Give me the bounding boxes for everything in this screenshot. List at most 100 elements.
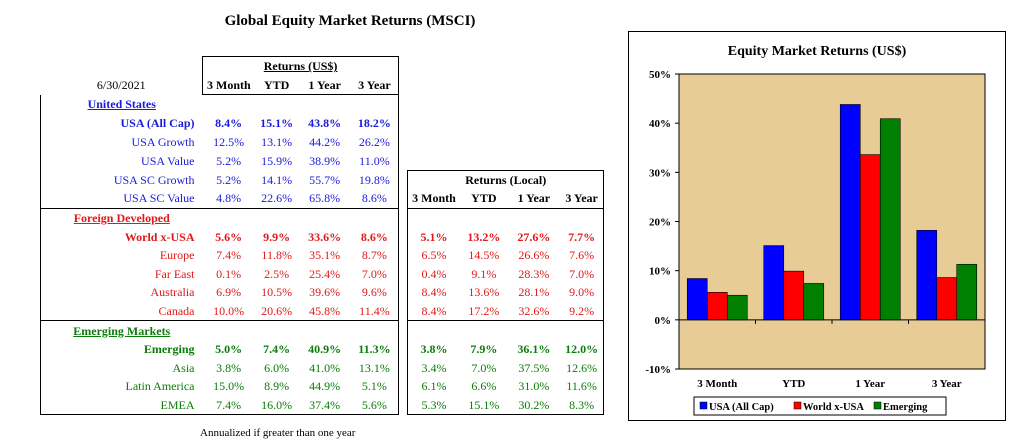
- blank-cell: [350, 94, 400, 114]
- chart-title: Equity Market Returns (US$): [728, 44, 907, 59]
- usd-value: 2.5%: [264, 266, 290, 281]
- blank-cell: [459, 320, 508, 340]
- local-value: 5.1%: [407, 227, 460, 246]
- local-value: 28.3%: [518, 266, 550, 281]
- usd-value: 14.1%: [261, 172, 293, 187]
- legend-label: USA (All Cap): [709, 402, 774, 413]
- legend-label: World x-USA: [803, 402, 864, 413]
- main-title: Global Equity Market Returns (MSCI): [224, 13, 476, 29]
- blank-cell: [507, 207, 560, 228]
- row-label: Australia: [40, 283, 203, 302]
- bar-usa-all-cap-: [763, 245, 785, 321]
- table-row: Europe 7.4% 11.8% 35.1% 8.7% 6.5% 14.5% 26.6% 7.…: [40, 245, 605, 265]
- usd-value: 35.1%: [309, 248, 341, 263]
- blank-cell: [460, 132, 508, 151]
- blank-cell: [460, 114, 508, 133]
- local-value: 8.4%: [407, 283, 460, 302]
- blank-cell: [399, 265, 408, 284]
- usd-value: 5.6%: [215, 229, 243, 244]
- blank-cell: [399, 208, 408, 227]
- usd-value: 10.0%: [213, 304, 245, 319]
- local-value: 15.1%: [459, 395, 508, 416]
- table-row: USA SC Growth 5.2% 14.1% 55.7% 19.8% Returns …: [40, 169, 605, 190]
- blank-cell: [399, 76, 408, 95]
- table-row: USA SC Value 4.8% 22.6% 65.8% 8.6% 3 Month YTD…: [40, 189, 605, 209]
- blank-cell: [298, 320, 351, 340]
- blank-cell: [408, 57, 460, 76]
- blank-cell: [507, 320, 560, 340]
- period-header: 3 Year: [350, 75, 400, 96]
- usd-value: 41.0%: [309, 360, 341, 375]
- local-period-header: 3 Month: [407, 189, 460, 209]
- table-row: Emerging 5.0% 7.4% 40.9% 11.3% 3.8% 7.9% 36.1% 1…: [40, 339, 605, 359]
- blank-cell: [399, 57, 408, 76]
- blank-cell: [202, 207, 255, 228]
- usd-value: 11.8%: [261, 248, 292, 263]
- local-value: 26.6%: [518, 248, 550, 263]
- y-tick-label: -10%: [645, 364, 671, 376]
- blank-cell: [399, 359, 408, 378]
- local-value: 12.0%: [559, 339, 605, 359]
- table-row: Canada 10.0% 20.6% 45.8% 11.4% 8.4% 17.2% 32.6%…: [40, 301, 605, 321]
- usd-value: 7.4%: [202, 395, 255, 416]
- row-label: Latin America: [40, 377, 203, 396]
- blank-cell: [408, 76, 460, 95]
- blank-cell: [408, 151, 460, 170]
- local-value: 31.0%: [518, 379, 550, 394]
- blank-cell: [508, 151, 560, 170]
- y-tick-label: 10%: [649, 266, 671, 278]
- table-row: Asia 3.8% 6.0% 41.0% 13.1% 3.4% 7.0% 37.5% 12.6%: [40, 358, 605, 378]
- blank-cell: [560, 151, 604, 170]
- blank-cell: [508, 76, 560, 95]
- x-tick-label: YTD: [782, 378, 805, 390]
- x-tick-label: 3 Year: [932, 378, 962, 390]
- table-row: USA Value 5.2% 15.9% 38.9% 11.0%: [40, 150, 604, 171]
- usd-value: 10.5%: [261, 285, 293, 300]
- usd-value: 7.4%: [263, 342, 291, 357]
- row-label: Emerging: [40, 339, 203, 359]
- local-value: 36.1%: [517, 342, 551, 357]
- bar-world-x-usa: [783, 270, 805, 321]
- header-row-group: Returns (US$): [41, 55, 604, 76]
- legend-box: [693, 396, 947, 416]
- usd-value: 15.1%: [260, 116, 294, 131]
- bar-usa-all-cap-: [916, 230, 938, 321]
- bar-world-x-usa: [936, 277, 958, 321]
- x-tick-label: 1 Year: [855, 378, 885, 390]
- usd-value: 7.0%: [350, 264, 400, 284]
- usd-group-header: Returns (US$): [201, 55, 400, 76]
- blank-cell: [399, 396, 408, 415]
- section-row: Foreign Developed: [40, 207, 605, 228]
- plot-area: [678, 73, 986, 370]
- blank-cell: [459, 207, 508, 228]
- row-label: USA SC Growth: [40, 170, 203, 190]
- table-row: Far East 0.1% 2.5% 25.4% 7.0% 0.4% 9.1% 28.3% 7.…: [40, 264, 605, 284]
- usd-value: 13.1%: [261, 134, 293, 149]
- table-row: World x-USA 5.6% 9.9% 33.6% 8.6% 5.1% 13.2% 27.…: [40, 227, 605, 246]
- blank-cell: [350, 207, 400, 228]
- local-value: 37.5%: [518, 360, 550, 375]
- blank-cell: [399, 151, 408, 170]
- as-of-date: 6/30/2021: [96, 78, 146, 93]
- table-row: USA Growth 12.5% 13.1% 44.2% 26.2%: [40, 132, 604, 151]
- usd-value: 26.2%: [350, 132, 400, 151]
- local-value: 0.4%: [407, 264, 460, 284]
- usd-value: 19.8%: [350, 170, 400, 190]
- local-period-header: 1 Year: [507, 189, 560, 209]
- local-value: 9.0%: [559, 283, 605, 302]
- blank-cell: [399, 340, 408, 359]
- blank-cell: [560, 57, 604, 76]
- section-title: Foreign Developed: [40, 207, 203, 228]
- period-header: YTD: [254, 75, 299, 96]
- blank-cell: [399, 283, 408, 302]
- blank-cell: [560, 132, 604, 151]
- local-value: 6.1%: [407, 377, 460, 396]
- bar-emerging: [726, 294, 748, 321]
- blank-cell: [399, 95, 408, 114]
- blank-cell: [508, 114, 560, 133]
- usd-value: 5.6%: [350, 395, 400, 416]
- local-value: 8.4%: [407, 301, 460, 321]
- table-row: Latin America 15.0% 8.9% 44.9% 5.1% 6.1% 6.6% 3…: [40, 377, 605, 396]
- bar-emerging: [879, 118, 901, 321]
- usd-value: 8.9%: [264, 379, 290, 394]
